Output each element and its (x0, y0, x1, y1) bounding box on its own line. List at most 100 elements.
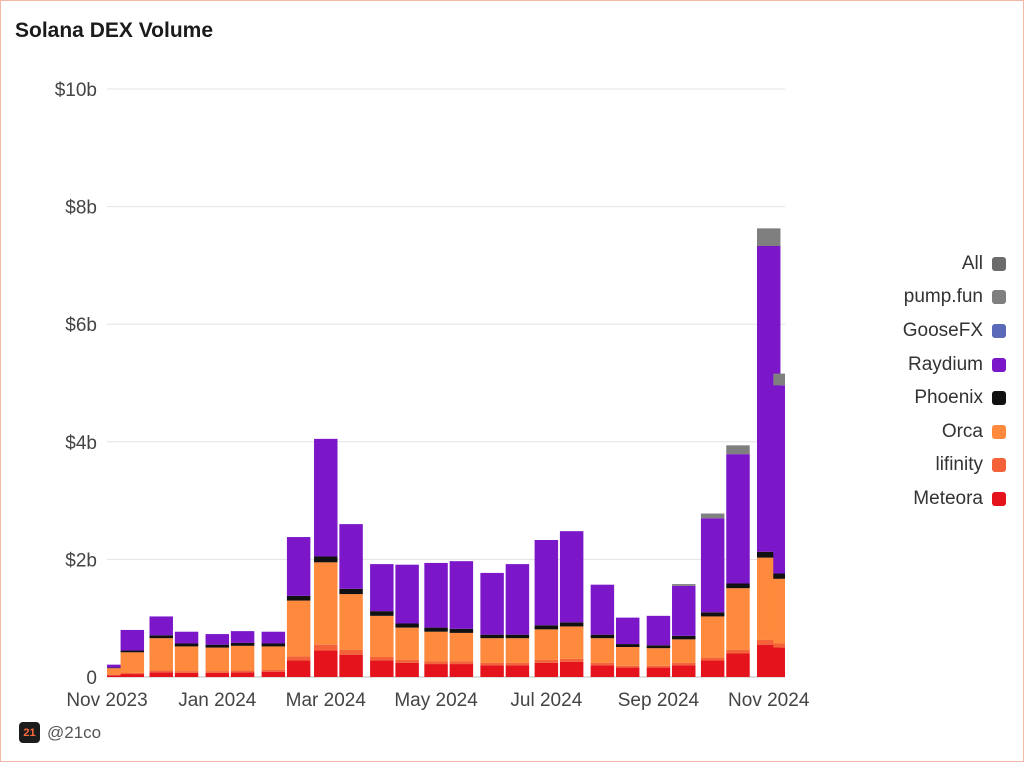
y-tick-label: $4b (65, 433, 97, 454)
bar-segment (505, 665, 530, 677)
bar-segment (261, 631, 286, 644)
legend-label: All (961, 252, 983, 274)
bar-segment (120, 674, 145, 677)
legend-label: Raydium (908, 353, 983, 375)
x-tick-label: Jul 2024 (510, 690, 582, 711)
legend-label: Orca (941, 420, 983, 442)
bar-segment (480, 634, 504, 639)
bar-segment (174, 671, 199, 673)
bar-segment (672, 639, 696, 663)
bar-segment (534, 659, 559, 663)
bar-segment (395, 623, 419, 628)
bar-segment (756, 639, 781, 645)
y-tick-label: 0 (86, 668, 97, 689)
bar-segment (107, 664, 131, 668)
bar-segment (449, 632, 474, 662)
bar-segment (395, 627, 419, 660)
legend-item[interactable]: Orca (806, 415, 1006, 449)
bar-segment (559, 626, 584, 659)
bar-segment (174, 672, 199, 677)
bar-segment (174, 646, 199, 672)
bar-segment (261, 643, 286, 647)
bar-segment (590, 665, 615, 677)
bar-segment (261, 646, 286, 670)
bar-segment (286, 656, 311, 661)
source-credit: 21 @21co (19, 722, 101, 743)
bar-segment (261, 669, 286, 672)
legend-item[interactable]: lifinity (806, 449, 1006, 483)
bar-segment (120, 652, 145, 673)
bar-segment (773, 578, 785, 644)
bar-segment (480, 665, 504, 677)
bar-segment (726, 649, 750, 654)
bar-segment (230, 642, 255, 646)
bar-segment (395, 564, 419, 624)
bar-segment (205, 634, 230, 645)
y-tick-label: $10b (55, 80, 97, 101)
legend-item[interactable]: Raydium (806, 348, 1006, 382)
bar-segment (149, 672, 173, 677)
bar-segment (615, 667, 640, 677)
legend-label: Phoenix (914, 387, 983, 409)
bar-segment (726, 454, 750, 584)
bar-segment (672, 584, 696, 586)
bar-segment (726, 588, 750, 650)
legend-item[interactable]: pump.fun (806, 281, 1006, 315)
bar-segment (230, 631, 255, 643)
bar-segment (480, 638, 504, 663)
bar-segment (120, 672, 145, 675)
bar-segment (107, 675, 131, 677)
bar-segment (700, 660, 725, 677)
bar-segment (120, 629, 145, 651)
bar-segment (449, 561, 474, 629)
bar-segment (615, 647, 640, 666)
bar-segment (370, 660, 394, 677)
bar-segment (107, 667, 131, 669)
legend-label: lifinity (935, 454, 983, 476)
bar-segment (590, 638, 615, 663)
legend-item[interactable]: GooseFX (806, 314, 1006, 348)
bar-segment (615, 665, 640, 668)
bar-segment (314, 650, 338, 677)
bar-segment (149, 616, 173, 636)
bar-segment (395, 662, 419, 677)
chart-legend: All pump.fun GooseFX Raydium Phoenix Orca lifi… (806, 247, 1006, 516)
bar-segment (449, 661, 474, 665)
bar-segment (314, 562, 338, 645)
bar-segment (205, 647, 230, 672)
bar-segment (559, 622, 584, 627)
bar-segment (534, 629, 559, 660)
bar-segment (773, 385, 785, 574)
legend-swatch (992, 323, 1006, 338)
x-tick-label: Nov 2023 (66, 690, 147, 711)
legend-item[interactable]: Meteora (806, 482, 1006, 516)
legend-item[interactable]: All (806, 247, 1006, 281)
legend-item[interactable]: Phoenix (806, 381, 1006, 415)
bar-segment (756, 228, 781, 246)
legend-swatch (992, 458, 1006, 473)
x-tick-label: Jan 2024 (178, 690, 257, 711)
bar-segment (590, 634, 615, 639)
credit-handle: @21co (47, 722, 102, 742)
bar-segment (480, 572, 504, 635)
bar-segment (672, 662, 696, 666)
bar-segment (505, 662, 530, 666)
bar-segment (559, 661, 584, 677)
bar-segment (773, 573, 785, 579)
bar-segment (590, 584, 615, 635)
bar-segment (646, 648, 671, 666)
y-tick-label: $6b (65, 315, 97, 336)
bar-segment (286, 660, 311, 677)
x-tick-label: Mar 2024 (286, 690, 367, 711)
bar-segment (107, 674, 131, 676)
bar-segment (339, 649, 363, 655)
bar-segment (505, 634, 530, 639)
bar-segment (174, 643, 199, 647)
bar-segment (424, 661, 448, 665)
21co-logo-icon: 21 (19, 722, 40, 743)
bar-segment (230, 672, 255, 677)
bar-segment (449, 628, 474, 633)
bar-segment (314, 644, 338, 651)
bar-segment (261, 671, 286, 677)
